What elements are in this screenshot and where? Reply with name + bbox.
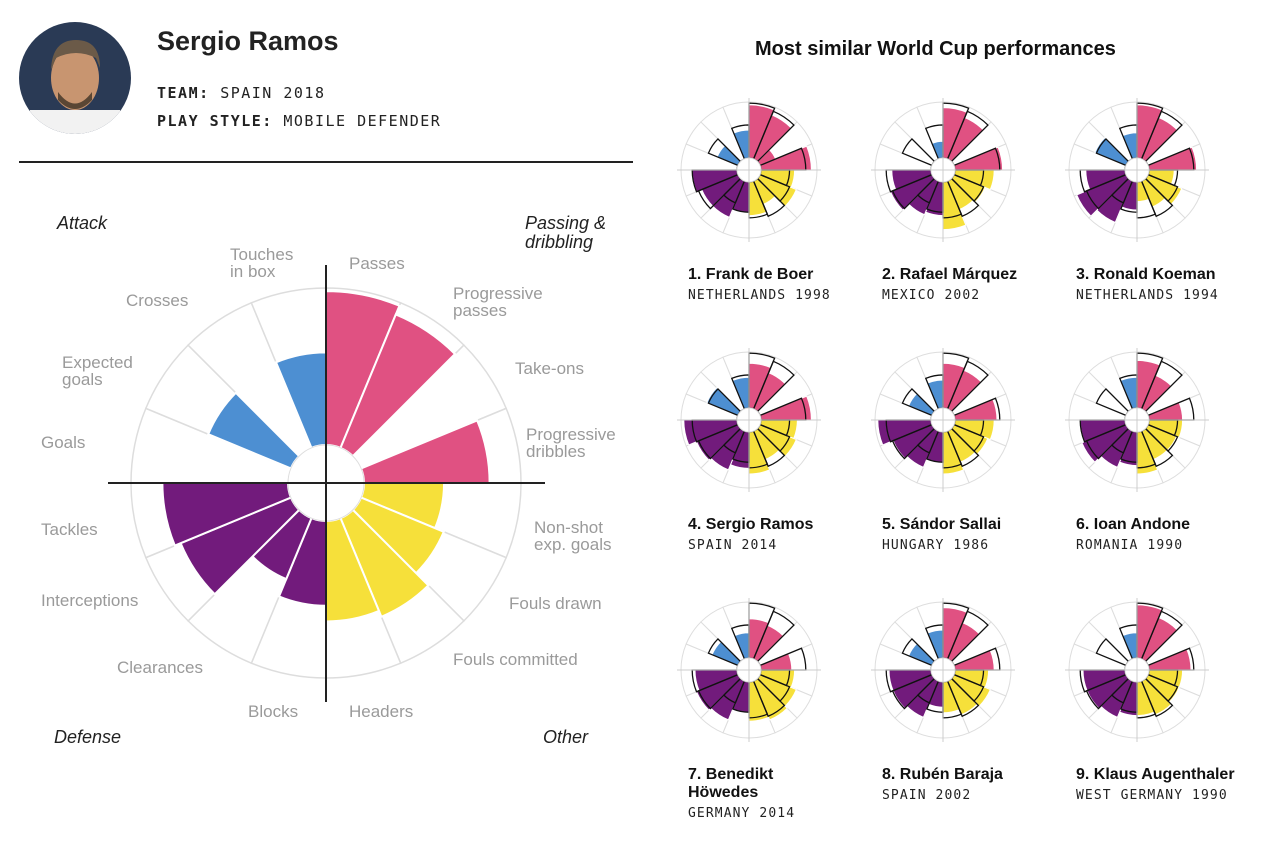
player-card: 6. Ioan Andone ROMANIA 1990 <box>1076 516 1236 553</box>
card-title: 4. Sergio Ramos <box>688 516 814 533</box>
card-subtitle: HUNGARY 1986 <box>882 538 990 553</box>
category-label: Blocks <box>248 702 299 721</box>
card-subtitle: NETHERLANDS 1994 <box>1076 288 1219 303</box>
player-card: 5. Sándor Sallai HUNGARY 1986 <box>882 516 1042 553</box>
category-label: Fouls drawn <box>509 594 602 613</box>
player-photo <box>19 22 131 134</box>
team-value: SPAIN 2018 <box>220 84 326 102</box>
category-label: Expected goals <box>62 353 133 389</box>
style-value: MOBILE DEFENDER <box>283 112 442 130</box>
group-label: Defense <box>54 727 122 747</box>
category-label: Clearances <box>117 658 203 677</box>
player-card: 3. Ronald Koeman NETHERLANDS 1994 <box>1076 266 1236 303</box>
style-label: PLAY STYLE: <box>157 112 273 130</box>
card-title: 1. Frank de Boer <box>688 266 814 283</box>
card-title: 9. Klaus Augenthaler <box>1076 766 1235 783</box>
category-label: Crosses <box>126 291 189 310</box>
player-card: 7. Benedikt Höwedes GERMANY 2014 <box>688 766 848 821</box>
card-subtitle: GERMANY 2014 <box>688 806 796 821</box>
category-label: Touches in box <box>230 245 294 281</box>
category-label: Fouls committed <box>453 650 578 669</box>
category-label: Interceptions <box>41 591 139 610</box>
similar-title: Most similar World Cup performances <box>755 38 1116 60</box>
category-label: Non-shot exp. goals <box>534 518 612 554</box>
card-title: 8. Rubén Baraja <box>882 766 1003 783</box>
card-subtitle: WEST GERMANY 1990 <box>1076 788 1228 803</box>
card-subtitle: ROMANIA 1990 <box>1076 538 1184 553</box>
player-name: Sergio Ramos <box>157 26 339 56</box>
card-title: 5. Sándor Sallai <box>882 516 1002 533</box>
group-label: Attack <box>57 213 108 233</box>
card-subtitle: SPAIN 2002 <box>882 788 972 803</box>
card-title: 7. Benedikt Höwedes <box>688 766 774 801</box>
category-label: Progressive dribbles <box>526 425 616 461</box>
card-title: 6. Ioan Andone <box>1076 516 1191 533</box>
card-subtitle: NETHERLANDS 1998 <box>688 288 831 303</box>
player-card: 8. Rubén Baraja SPAIN 2002 <box>882 766 1042 803</box>
category-label: Progressive passes <box>453 284 543 320</box>
category-label: Take-ons <box>515 359 584 378</box>
player-card: 9. Klaus Augenthaler WEST GERMANY 1990 <box>1076 766 1236 803</box>
category-label: Passes <box>349 254 405 273</box>
team-label: TEAM: <box>157 84 210 102</box>
group-label: Passing & dribbling <box>525 213 607 252</box>
category-label: Headers <box>349 702 414 721</box>
card-title: 3. Ronald Koeman <box>1076 266 1216 283</box>
category-label: Tackles <box>41 520 98 539</box>
group-label: Other <box>543 727 589 747</box>
card-title: 2. Rafael Márquez <box>882 266 1018 283</box>
card-subtitle: MEXICO 2002 <box>882 288 981 303</box>
category-label: Goals <box>41 433 86 452</box>
player-card: 1. Frank de Boer NETHERLANDS 1998 <box>688 266 848 303</box>
player-card: 4. Sergio Ramos SPAIN 2014 <box>688 516 848 553</box>
team-line: TEAM: SPAIN 2018 <box>157 84 326 102</box>
style-line: PLAY STYLE: MOBILE DEFENDER <box>157 112 441 130</box>
card-subtitle: SPAIN 2014 <box>688 538 778 553</box>
player-card: 2. Rafael Márquez MEXICO 2002 <box>882 266 1042 303</box>
